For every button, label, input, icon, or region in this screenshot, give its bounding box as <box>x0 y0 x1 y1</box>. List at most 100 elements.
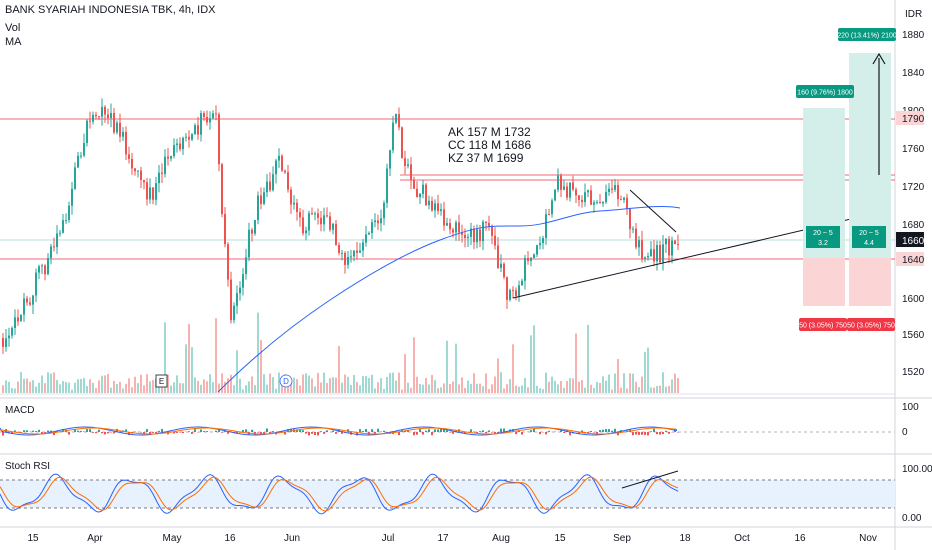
candle-body <box>647 255 649 258</box>
candle-body <box>449 223 451 230</box>
macd-histogram-bar <box>200 429 202 432</box>
price-tick: 1840 <box>902 68 925 79</box>
volume-bar <box>401 389 403 393</box>
macd-histogram-bar <box>38 429 40 432</box>
macd-histogram-bar <box>437 429 439 432</box>
volume-bar <box>38 382 40 393</box>
macd-histogram-bar <box>26 430 28 432</box>
candle-body <box>212 113 214 119</box>
volume-indicator-label[interactable]: Vol <box>5 22 21 34</box>
macd-histogram-bar <box>611 430 613 432</box>
volume-bar <box>662 372 664 393</box>
volume-bar <box>323 372 325 393</box>
time-tick: 16 <box>224 533 236 544</box>
volume-bar <box>191 347 193 393</box>
candle-body <box>203 113 205 118</box>
candle-body <box>494 235 496 246</box>
macd-histogram-bar <box>365 429 367 432</box>
volume-bar <box>491 384 493 393</box>
candle-body <box>563 186 565 190</box>
macd-histogram-bar <box>539 432 541 435</box>
volume-bar <box>302 374 304 393</box>
volume-bar <box>632 373 634 393</box>
stop-label-2-bg <box>847 318 895 331</box>
stop-label-1: 50 (3.05%) 750 <box>799 323 847 330</box>
volume-bar <box>623 373 625 393</box>
candle-body <box>323 215 325 225</box>
candle-body <box>206 117 208 123</box>
candle-body <box>362 242 364 251</box>
volume-bar <box>614 373 616 393</box>
volume-bar <box>260 340 262 393</box>
macd-histogram-bar <box>644 432 646 435</box>
risk-reward-box-1 <box>806 226 840 248</box>
candle-body <box>626 197 628 209</box>
volume-bar <box>257 312 259 393</box>
candle-body <box>146 182 148 200</box>
volume-bar <box>515 385 517 393</box>
macd-histogram-bar <box>455 430 457 432</box>
macd-histogram-bar <box>446 430 448 432</box>
target-label-2: 220 (13.41%) 2100 <box>837 33 897 40</box>
macd-histogram-bar <box>161 429 163 432</box>
volume-bar <box>428 384 430 393</box>
volume-bar <box>290 381 292 393</box>
volume-bar <box>398 372 400 393</box>
macd-histogram-bar <box>485 432 487 434</box>
macd-histogram-bar <box>269 432 271 434</box>
volume-bar <box>506 384 508 393</box>
volume-bar <box>176 375 178 393</box>
candle-body <box>509 289 511 300</box>
candle-body <box>185 136 187 138</box>
candle-body <box>479 229 481 242</box>
candle-body <box>107 114 109 119</box>
candle-body <box>200 113 202 135</box>
earnings-marker-label: E <box>159 377 164 386</box>
volume-bar <box>638 387 640 393</box>
volume-bar <box>59 384 61 393</box>
ma-indicator-label[interactable]: MA <box>5 36 22 48</box>
macd-histogram-bar <box>158 430 160 432</box>
volume-bar <box>635 381 637 393</box>
candle-body <box>260 195 262 204</box>
volume-bar <box>170 385 172 393</box>
volume-bar <box>56 379 58 393</box>
macd-histogram-bar <box>179 432 181 433</box>
candle-body <box>266 181 268 193</box>
macd-histogram-bar <box>443 428 445 432</box>
candle-body <box>17 317 19 322</box>
macd-histogram-bar <box>101 432 103 434</box>
candle-body <box>350 256 352 258</box>
level-high-badge <box>896 111 924 125</box>
volume-bar <box>671 379 673 393</box>
volume-bar <box>518 386 520 393</box>
candle-body <box>632 228 634 230</box>
volume-bar <box>209 374 211 393</box>
candle-body <box>581 199 583 203</box>
macd-histogram-bar <box>374 432 376 435</box>
target-arrow-head <box>872 52 886 65</box>
candle-body <box>155 183 157 200</box>
candle-body <box>611 188 613 190</box>
candle-body <box>524 257 526 281</box>
macd-histogram-bar <box>533 428 535 432</box>
volume-bar <box>308 375 310 393</box>
macd-histogram-bar <box>614 428 616 432</box>
candle-body <box>143 180 145 183</box>
moving-average-line <box>217 206 681 393</box>
volume-bar <box>185 344 187 393</box>
candle-body <box>665 238 667 245</box>
volume-bar <box>107 373 109 393</box>
volume-bar <box>344 374 346 393</box>
volume-bar <box>410 387 412 393</box>
volume-bar <box>530 335 532 393</box>
candle-body <box>335 223 337 245</box>
chart-title[interactable]: BANK SYARIAH INDONESIA TBK, 4h, IDX <box>5 4 216 16</box>
volume-bar <box>179 383 181 393</box>
candle-body <box>476 229 478 243</box>
candle-body <box>545 214 547 238</box>
macd-histogram-bar <box>407 430 409 432</box>
volume-bar <box>533 325 535 393</box>
macd-histogram-bar <box>77 430 79 432</box>
